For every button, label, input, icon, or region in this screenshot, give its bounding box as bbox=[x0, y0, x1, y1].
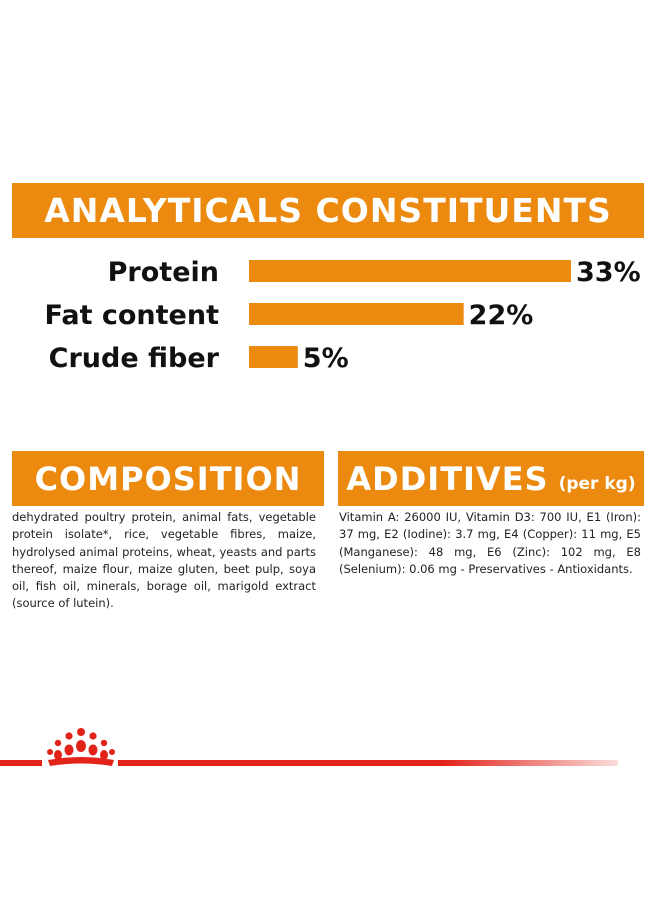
footer-line-left bbox=[0, 760, 42, 766]
additives-subtitle: (per kg) bbox=[558, 473, 636, 494]
category-label: Protein bbox=[108, 257, 219, 288]
value-label: 22% bbox=[469, 300, 534, 331]
crown-icon bbox=[47, 728, 115, 766]
analytics-banner: ANALYTICALS CONSTITUENTS bbox=[12, 183, 644, 238]
value-label: 33% bbox=[576, 257, 641, 288]
footer-band bbox=[0, 720, 660, 770]
composition-title: COMPOSITION bbox=[34, 459, 302, 498]
composition-text: dehydrated poultry protein, animal fats,… bbox=[12, 510, 316, 611]
bar-protein bbox=[249, 260, 571, 282]
additives-title: ADDITIVES bbox=[346, 459, 549, 498]
additives-text: Vitamin A: 26000 IU, Vitamin D3: 700 IU,… bbox=[339, 510, 641, 576]
constituents-bar-chart: Protein 33% Fat content 22% Crude fiber 5% bbox=[44, 257, 641, 374]
category-label: Fat content bbox=[44, 300, 219, 331]
category-label: Crude fiber bbox=[49, 343, 220, 374]
footer-line-right bbox=[118, 760, 618, 766]
bar-crude-fiber bbox=[249, 346, 298, 368]
bar-fat-content bbox=[249, 303, 464, 325]
value-label: 5% bbox=[303, 343, 349, 374]
additives-banner: ADDITIVES (per kg) bbox=[338, 451, 644, 506]
composition-banner: COMPOSITION bbox=[12, 451, 324, 506]
analytics-title: ANALYTICALS CONSTITUENTS bbox=[44, 191, 612, 230]
